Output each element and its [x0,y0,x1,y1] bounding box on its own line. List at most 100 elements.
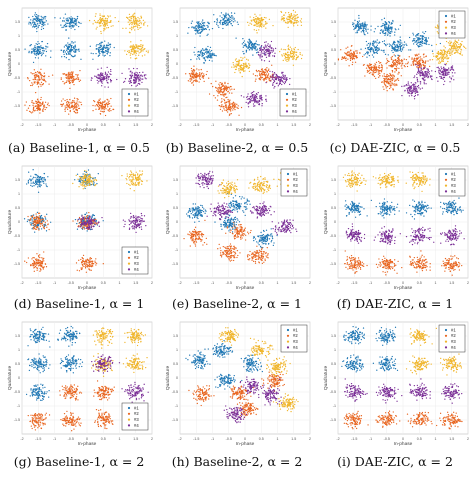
point [199,29,200,30]
point [252,43,253,44]
point [417,62,418,63]
point [256,40,257,41]
point [74,21,75,22]
point [292,51,293,52]
point [405,63,406,64]
point [36,20,37,21]
point [263,79,264,80]
point [453,48,454,49]
point [422,39,423,40]
legend-label: #1 [451,13,456,18]
point [137,48,138,49]
point [366,26,367,27]
point [428,70,429,71]
point [130,20,131,21]
point [134,46,135,47]
point [255,81,256,82]
point [238,24,239,25]
y-tick-label: 1.5 [15,178,20,182]
point [423,68,424,69]
point [75,23,76,24]
point [38,77,39,78]
point [127,51,128,52]
point [197,51,198,52]
point [379,49,380,50]
point [414,98,415,99]
point [99,105,100,106]
point [438,72,439,73]
point [295,11,296,12]
point [203,73,204,74]
point [377,45,378,46]
point [35,106,36,107]
point [192,20,193,21]
point [267,45,268,46]
point [29,51,30,52]
point [449,48,450,49]
point [260,74,261,75]
point [283,78,284,79]
point [411,64,412,65]
point [380,33,381,34]
point [251,20,252,21]
point [136,47,137,48]
point [125,28,126,29]
point [66,23,67,24]
point [28,219,29,220]
point [234,72,235,73]
x-tick-label: -0.5 [226,123,232,127]
point [293,10,294,11]
point [224,20,225,21]
point [141,75,142,76]
point [101,85,102,86]
point [411,59,412,60]
point [418,54,419,55]
point [222,28,223,29]
point [286,59,287,60]
point [276,77,277,78]
point [237,64,238,65]
point [96,104,97,105]
point [273,87,274,88]
point [369,73,370,74]
point [364,54,365,55]
point [261,59,262,60]
point [287,19,288,20]
point [45,109,46,110]
point [212,54,213,55]
point [376,50,377,51]
point [126,17,127,18]
point [287,22,288,23]
point [220,22,221,23]
point [272,55,273,56]
point [67,104,68,105]
point [68,44,69,45]
point [79,81,80,82]
point [274,81,275,82]
point [198,69,199,70]
point [251,24,252,25]
point [30,185,31,186]
point [252,19,253,20]
point [63,52,64,53]
point [36,79,37,80]
point [41,228,42,229]
point [448,42,449,43]
point [76,98,77,99]
point [27,221,28,222]
point [271,76,272,77]
point [346,57,347,58]
point [227,111,228,112]
point [443,79,444,80]
point [107,104,108,105]
point [45,183,46,184]
point [246,50,247,51]
point [400,60,401,61]
point [448,49,449,50]
point [222,106,223,107]
point [457,42,458,43]
point [254,24,255,25]
point [342,56,343,57]
point [129,75,130,76]
